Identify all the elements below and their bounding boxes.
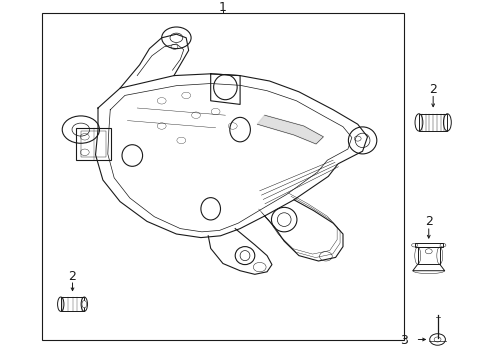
Bar <box>42 13 404 340</box>
Text: 3: 3 <box>400 334 408 347</box>
Bar <box>415 243 443 247</box>
Bar <box>417 247 440 264</box>
Bar <box>76 128 111 160</box>
Text: 1: 1 <box>219 1 227 14</box>
Bar <box>61 297 84 311</box>
Polygon shape <box>257 115 323 144</box>
Ellipse shape <box>82 301 87 308</box>
Text: 2: 2 <box>429 83 437 96</box>
Bar <box>419 114 447 131</box>
Text: 2: 2 <box>69 270 76 283</box>
Text: 2: 2 <box>425 215 433 228</box>
Bar <box>81 131 106 157</box>
